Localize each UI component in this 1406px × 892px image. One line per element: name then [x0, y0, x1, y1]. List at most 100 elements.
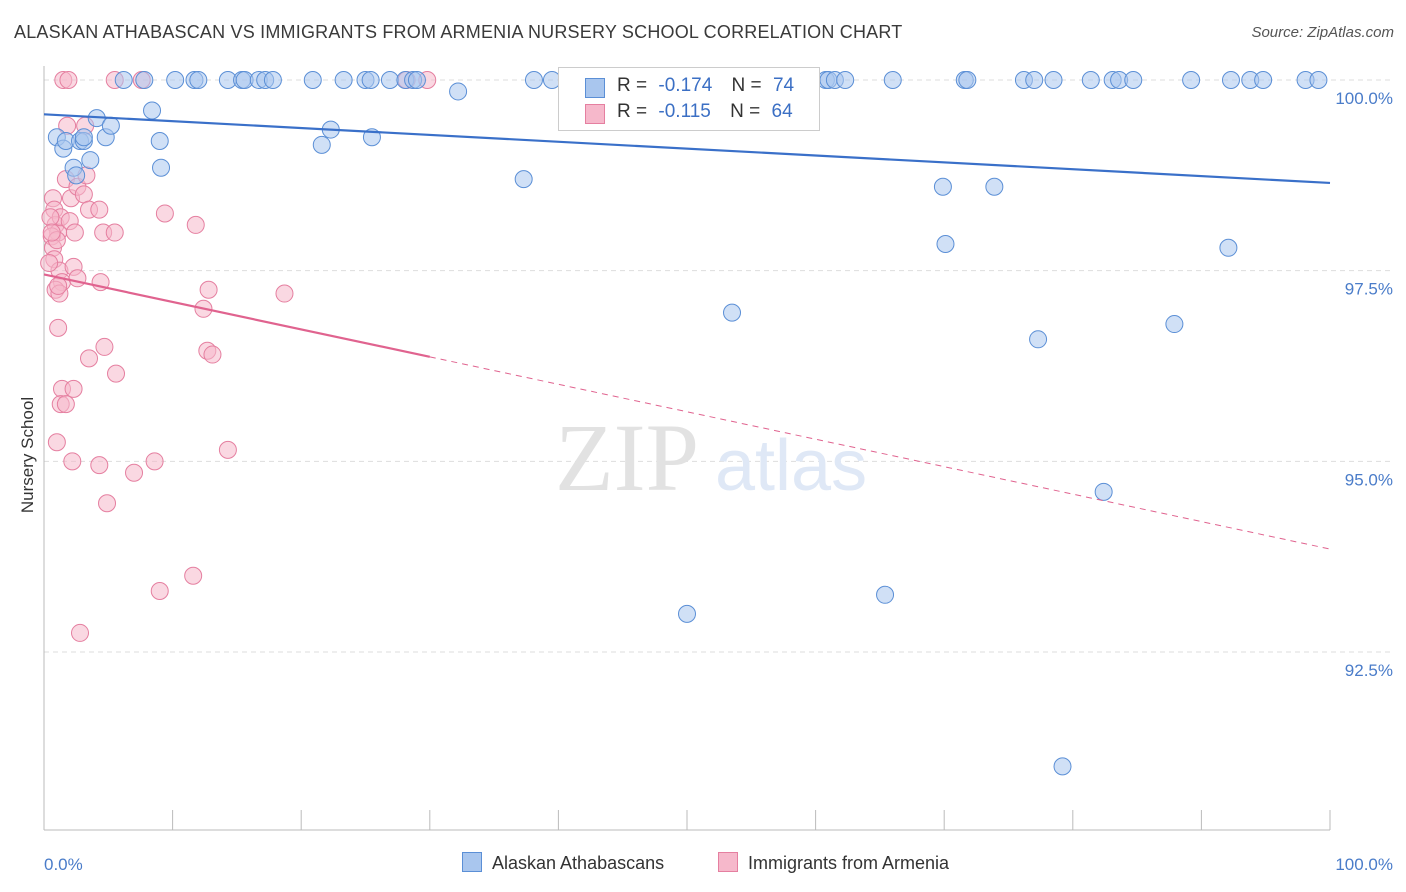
- y-tick-label: 95.0%: [1345, 470, 1393, 489]
- point-alaskan-athabascans: [933, 177, 952, 196]
- legend-swatch-blue: [585, 78, 605, 98]
- point-immigrants-from-armenia: [59, 71, 78, 89]
- point-alaskan-athabascans: [114, 71, 133, 89]
- point-alaskan-athabascans: [1254, 71, 1273, 89]
- point-alaskan-athabascans: [678, 604, 696, 623]
- point-immigrants-from-armenia: [63, 452, 82, 471]
- point-immigrants-from-armenia: [125, 463, 144, 482]
- legend-n-label: N =: [731, 75, 762, 96]
- source-label: Source: ZipAtlas.com: [1251, 24, 1394, 41]
- point-alaskan-athabascans: [936, 234, 955, 253]
- trend-lines: [43, 113, 1331, 550]
- point-alaskan-athabascans: [81, 151, 100, 170]
- bottom-legend-label-blue: Alaskan Athabascans: [492, 853, 665, 873]
- point-alaskan-athabascans: [1124, 71, 1143, 89]
- gridlines: [44, 79, 1392, 653]
- point-alaskan-athabascans: [303, 71, 322, 89]
- legend-r-label: R =: [617, 75, 648, 96]
- point-alaskan-athabascans: [74, 128, 93, 147]
- point-alaskan-athabascans: [67, 166, 86, 185]
- point-immigrants-from-armenia: [68, 269, 87, 288]
- y-tick-label: 92.5%: [1345, 661, 1393, 680]
- point-alaskan-athabascans: [407, 71, 426, 89]
- chart-title: ALASKAN ATHABASCAN VS IMMIGRANTS FROM AR…: [14, 22, 903, 42]
- point-immigrants-from-armenia: [49, 318, 68, 337]
- point-alaskan-athabascans: [514, 170, 533, 189]
- point-immigrants-from-armenia: [150, 581, 169, 600]
- point-alaskan-athabascans: [380, 71, 399, 89]
- point-alaskan-athabascans: [166, 71, 185, 89]
- point-alaskan-athabascans: [883, 71, 902, 89]
- point-alaskan-athabascans: [1081, 71, 1100, 89]
- point-alaskan-athabascans: [985, 177, 1004, 196]
- x-tick-label-max: 100.0%: [1335, 855, 1393, 874]
- y-tick-label: 97.5%: [1345, 280, 1393, 299]
- point-immigrants-from-armenia: [49, 276, 68, 295]
- tick-labels: 100.0% 97.5% 95.0% 92.5% 0.0% 100.0%: [44, 89, 1393, 874]
- point-immigrants-from-armenia: [145, 452, 164, 471]
- bottom-legend-label-pink: Immigrants from Armenia: [748, 853, 950, 873]
- point-alaskan-athabascans: [1025, 71, 1044, 89]
- stats-legend: R = -0.174 N = 74 R = -0.115 N = 64: [558, 67, 820, 131]
- legend-n-value: 74: [772, 75, 795, 96]
- legend-n-label: N =: [730, 101, 761, 122]
- watermark: ZIP atlas: [555, 404, 867, 511]
- point-alaskan-athabascans: [1053, 757, 1072, 776]
- point-immigrants-from-armenia: [155, 204, 174, 223]
- watermark-atlas: atlas: [715, 426, 867, 506]
- trend-line-blue: [43, 113, 1331, 185]
- y-tick-label: 100.0%: [1335, 89, 1393, 108]
- point-alaskan-athabascans: [1044, 71, 1063, 89]
- point-alaskan-athabascans: [1165, 315, 1184, 334]
- legend-n-value: 64: [771, 101, 793, 122]
- point-alaskan-athabascans: [836, 71, 855, 89]
- point-immigrants-from-armenia: [184, 566, 203, 585]
- point-alaskan-athabascans: [312, 135, 331, 154]
- point-immigrants-from-armenia: [40, 254, 59, 273]
- point-immigrants-from-armenia: [65, 223, 84, 242]
- point-alaskan-athabascans: [101, 116, 120, 135]
- legend-r-value: -0.174: [658, 75, 713, 96]
- point-immigrants-from-armenia: [90, 200, 109, 219]
- point-immigrants-from-armenia: [203, 345, 222, 364]
- point-alaskan-athabascans: [1029, 330, 1048, 349]
- bottom-legend-blue: Alaskan Athabascans: [462, 852, 664, 876]
- point-alaskan-athabascans: [1182, 71, 1201, 89]
- point-immigrants-from-armenia: [186, 215, 205, 234]
- watermark-zip: ZIP: [555, 404, 699, 511]
- point-alaskan-athabascans: [150, 132, 169, 151]
- trend-line-pink-solid: [43, 273, 431, 358]
- point-alaskan-athabascans: [876, 585, 895, 604]
- point-alaskan-athabascans: [143, 101, 162, 120]
- point-immigrants-from-armenia: [105, 223, 124, 242]
- bottom-legend-swatch-blue: [462, 852, 482, 872]
- point-immigrants-from-armenia: [95, 337, 114, 356]
- point-immigrants-from-armenia: [90, 456, 109, 475]
- legend-swatch-pink: [585, 104, 605, 124]
- point-immigrants-from-armenia: [74, 185, 93, 204]
- point-immigrants-from-armenia: [47, 433, 66, 452]
- point-alaskan-athabascans: [524, 71, 543, 89]
- point-alaskan-athabascans: [189, 71, 208, 89]
- point-alaskan-athabascans: [1094, 482, 1113, 501]
- point-alaskan-athabascans: [723, 303, 742, 322]
- point-alaskan-athabascans: [1219, 238, 1238, 257]
- bottom-legend-swatch-pink: [718, 852, 738, 872]
- point-immigrants-from-armenia: [199, 280, 218, 299]
- point-immigrants-from-armenia: [80, 349, 99, 368]
- legend-r-label: R =: [617, 101, 648, 122]
- axes: [43, 66, 1331, 831]
- point-immigrants-from-armenia: [218, 440, 237, 459]
- point-immigrants-from-armenia: [64, 379, 83, 398]
- point-immigrants-from-armenia: [107, 364, 126, 383]
- point-immigrants-from-armenia: [41, 208, 60, 227]
- point-immigrants-from-armenia: [56, 395, 75, 414]
- point-immigrants-from-armenia: [275, 284, 294, 303]
- point-alaskan-athabascans: [152, 158, 171, 177]
- point-alaskan-athabascans: [135, 71, 154, 89]
- x-tick-label-min: 0.0%: [44, 855, 83, 874]
- point-immigrants-from-armenia: [42, 223, 61, 242]
- point-alaskan-athabascans: [1221, 71, 1240, 89]
- series-immigrants-from-armenia: [40, 71, 437, 642]
